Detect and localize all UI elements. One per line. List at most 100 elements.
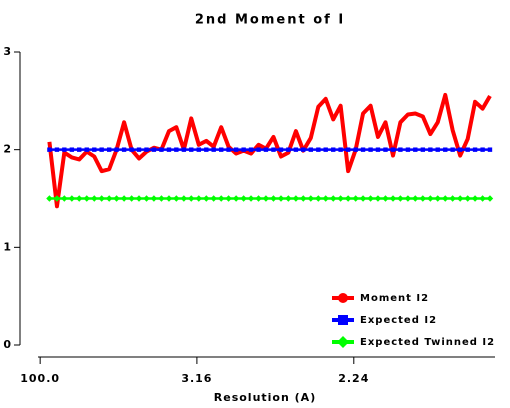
data-point xyxy=(54,147,60,152)
data-point xyxy=(322,195,329,202)
x-tick-label: 2.24 xyxy=(338,372,369,385)
data-point xyxy=(428,147,433,152)
data-point xyxy=(374,195,382,202)
data-point xyxy=(159,147,164,152)
data-point xyxy=(278,147,284,152)
data-point xyxy=(404,195,412,202)
data-point xyxy=(456,195,464,202)
data-point xyxy=(158,195,165,202)
data-point xyxy=(375,147,381,152)
data-point xyxy=(61,195,68,202)
data-point xyxy=(405,147,411,152)
data-point xyxy=(449,195,456,202)
data-point xyxy=(92,147,97,152)
data-point xyxy=(352,195,359,202)
y-tick-label: 1 xyxy=(3,240,12,253)
legend-marker xyxy=(338,293,348,303)
y-tick-label: 0 xyxy=(3,338,12,351)
data-point xyxy=(144,147,149,152)
data-point xyxy=(53,195,61,202)
data-point xyxy=(479,195,486,202)
data-point xyxy=(487,147,493,152)
data-point xyxy=(204,147,209,152)
data-point xyxy=(121,147,127,152)
data-point xyxy=(331,147,336,152)
data-point xyxy=(442,195,449,202)
data-point xyxy=(105,195,113,202)
data-point xyxy=(316,147,321,152)
data-point xyxy=(99,147,104,152)
data-point xyxy=(353,147,358,152)
data-point xyxy=(135,195,143,202)
data-point xyxy=(76,195,83,202)
data-point xyxy=(427,195,434,202)
data-point xyxy=(69,147,75,152)
data-point xyxy=(413,147,418,152)
data-point xyxy=(203,195,210,202)
legend-marker xyxy=(338,315,348,325)
data-point xyxy=(136,147,142,152)
x-tick-label: 3.16 xyxy=(181,372,212,385)
data-point xyxy=(285,195,292,202)
legend-label: Moment I2 xyxy=(360,293,429,304)
data-point xyxy=(368,147,373,152)
data-point xyxy=(315,195,322,202)
legend-label: Expected Twinned I2 xyxy=(360,337,495,348)
data-point xyxy=(465,147,470,152)
data-point xyxy=(248,147,254,152)
data-point xyxy=(301,147,306,152)
data-point xyxy=(337,195,344,202)
data-point xyxy=(114,147,119,152)
data-point xyxy=(84,147,89,152)
x-axis-label: Resolution (A) xyxy=(214,391,316,404)
data-point xyxy=(188,195,195,202)
data-point xyxy=(255,195,262,202)
data-point xyxy=(68,195,76,202)
data-point xyxy=(106,147,112,152)
data-point xyxy=(225,195,232,202)
data-point xyxy=(338,147,343,152)
data-point xyxy=(151,147,157,152)
data-point xyxy=(464,195,471,202)
data-point xyxy=(398,147,403,152)
data-point xyxy=(166,147,172,152)
data-point xyxy=(307,195,315,202)
data-point xyxy=(129,147,134,152)
data-point xyxy=(471,195,479,202)
data-point xyxy=(300,195,307,202)
data-point xyxy=(450,147,455,152)
data-point xyxy=(120,195,128,202)
data-point xyxy=(247,195,255,202)
data-point xyxy=(360,147,366,152)
data-point xyxy=(83,195,90,202)
data-point xyxy=(323,147,328,152)
data-point xyxy=(165,195,173,202)
data-point xyxy=(195,195,202,202)
data-point xyxy=(443,147,448,152)
y-tick-label: 2 xyxy=(3,143,12,156)
data-point xyxy=(262,195,270,202)
data-point xyxy=(390,147,396,152)
data-point xyxy=(143,195,150,202)
data-point xyxy=(345,147,351,152)
data-point xyxy=(173,195,180,202)
data-point xyxy=(181,147,187,152)
data-point xyxy=(286,147,291,152)
data-point xyxy=(113,195,120,202)
data-point xyxy=(77,147,82,152)
data-point xyxy=(420,147,426,152)
data-point xyxy=(271,147,276,152)
data-point xyxy=(293,147,299,152)
data-point xyxy=(480,147,485,152)
data-point xyxy=(219,147,224,152)
data-point xyxy=(211,147,216,152)
data-point xyxy=(435,147,440,152)
data-point xyxy=(434,195,441,202)
data-point xyxy=(270,195,277,202)
data-point xyxy=(62,147,67,152)
data-point xyxy=(277,195,285,202)
data-point xyxy=(256,147,261,152)
data-point xyxy=(47,147,52,152)
data-point xyxy=(457,147,463,152)
